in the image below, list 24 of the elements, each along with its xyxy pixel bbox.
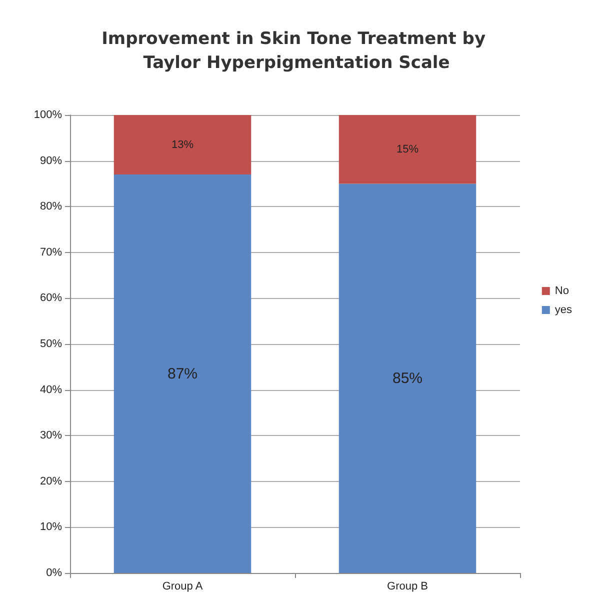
data-label: 15% [396,143,419,156]
y-tick-label: 60% [40,292,62,304]
y-tick-label: 0% [46,567,62,579]
chart-title: Improvement in Skin Tone Treatment by Taylor Hyperpigmentation Scale [102,29,492,73]
y-tick-label: 40% [40,384,62,396]
x-tick-label: Group B [387,580,428,592]
bar [338,115,476,184]
data-label: 13% [171,138,194,151]
bar [338,184,476,573]
y-tick-label: 10% [40,521,62,534]
y-tick-label: 50% [40,338,62,350]
y-tick-label: 30% [40,430,62,442]
y-tick-label: 100% [34,109,62,121]
data-label: 85% [392,370,423,387]
data-label: 87% [167,365,198,382]
bar [114,174,252,573]
x-tick-label: Group A [162,580,204,592]
bar [114,115,252,175]
y-tick-label: 20% [40,475,62,488]
y-tick-label: 80% [40,200,62,213]
y-tick-label: 70% [40,246,62,258]
legend-label: No [554,285,569,297]
legend-label: yes [554,304,572,316]
y-tick-label: 90% [40,154,62,167]
